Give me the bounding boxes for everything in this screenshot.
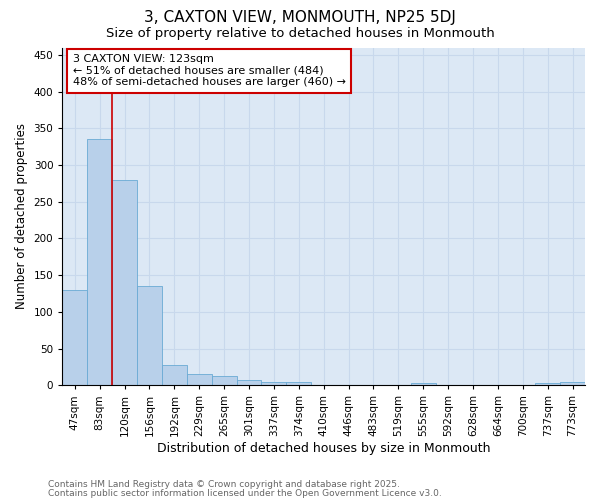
Bar <box>286 382 311 386</box>
Bar <box>112 180 137 386</box>
Text: 3, CAXTON VIEW, MONMOUTH, NP25 5DJ: 3, CAXTON VIEW, MONMOUTH, NP25 5DJ <box>144 10 456 25</box>
Bar <box>187 374 212 386</box>
Bar <box>212 376 236 386</box>
Bar <box>87 140 112 386</box>
Bar <box>560 382 585 386</box>
Bar <box>162 364 187 386</box>
Bar <box>137 286 162 386</box>
Bar <box>336 384 361 386</box>
Bar <box>236 380 262 386</box>
Bar <box>311 384 336 386</box>
Y-axis label: Number of detached properties: Number of detached properties <box>15 124 28 310</box>
Bar <box>411 383 436 386</box>
Text: Size of property relative to detached houses in Monmouth: Size of property relative to detached ho… <box>106 28 494 40</box>
Text: Contains HM Land Registry data © Crown copyright and database right 2025.: Contains HM Land Registry data © Crown c… <box>48 480 400 489</box>
Bar <box>262 382 286 386</box>
Text: 3 CAXTON VIEW: 123sqm
← 51% of detached houses are smaller (484)
48% of semi-det: 3 CAXTON VIEW: 123sqm ← 51% of detached … <box>73 54 346 88</box>
Text: Contains public sector information licensed under the Open Government Licence v3: Contains public sector information licen… <box>48 488 442 498</box>
X-axis label: Distribution of detached houses by size in Monmouth: Distribution of detached houses by size … <box>157 442 490 455</box>
Bar <box>62 290 87 386</box>
Bar <box>535 383 560 386</box>
